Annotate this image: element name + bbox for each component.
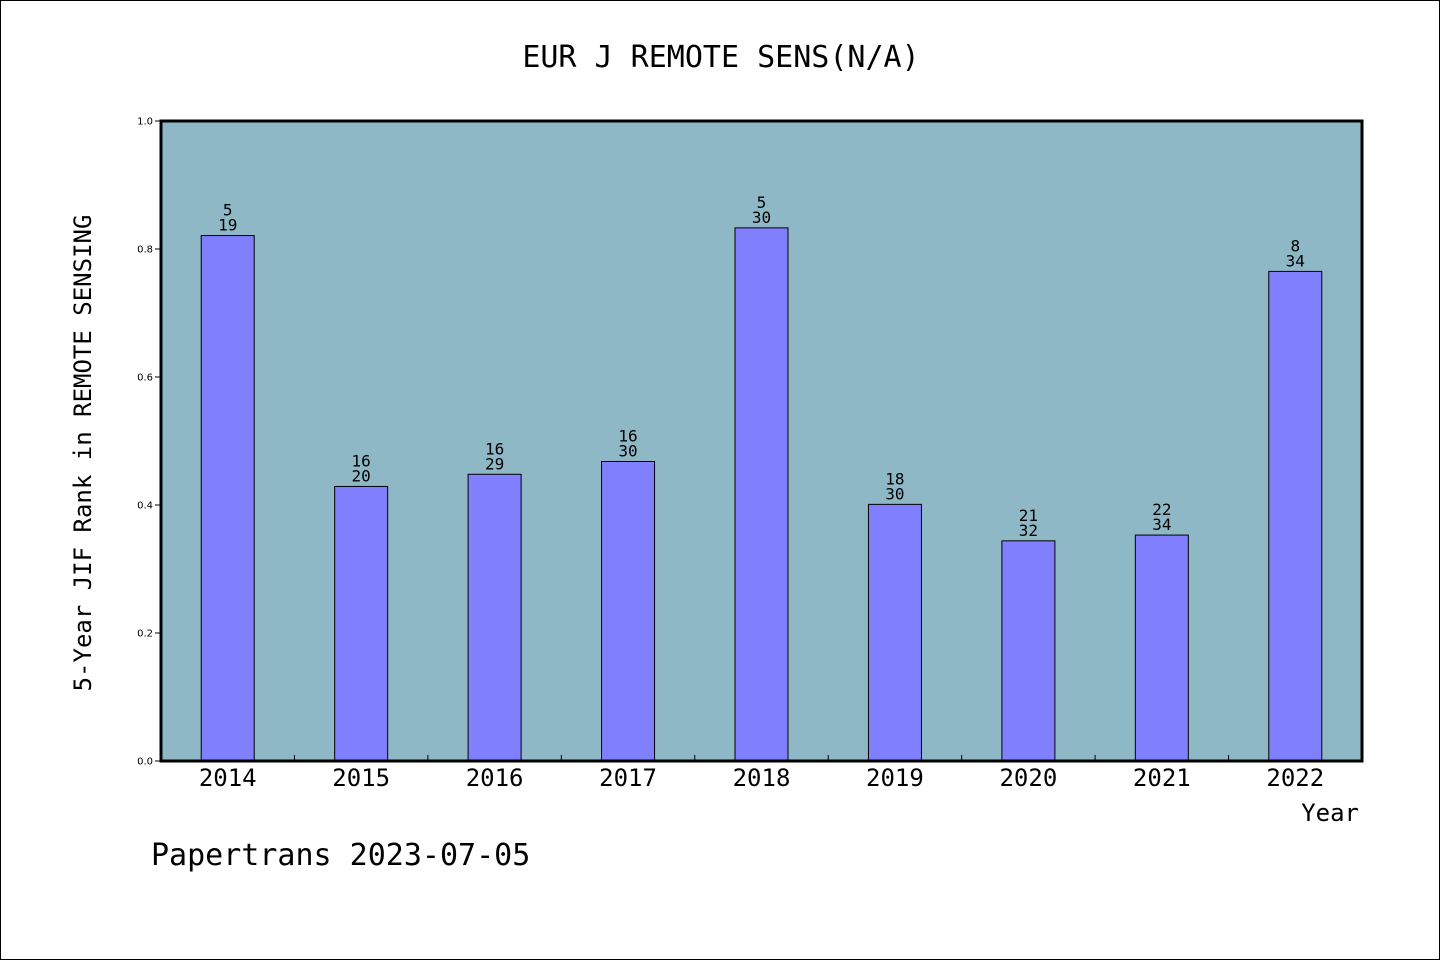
x-tick-label: 2017: [599, 764, 657, 792]
x-tick-label: 2014: [199, 764, 257, 792]
bar-rank-label: 5: [757, 193, 767, 212]
y-tick-label: 0.4: [137, 501, 153, 512]
bar-2014: [200, 235, 255, 762]
bar-2019: [867, 503, 922, 762]
y-tick-label: 0.0: [137, 757, 153, 768]
bar-2020: [1001, 540, 1056, 762]
chart-title: EUR J REMOTE SENS(N/A): [522, 40, 919, 75]
bar-total-label: 34: [1286, 251, 1305, 270]
bar-rank-label: 22: [1152, 500, 1171, 519]
bar-2017: [601, 460, 656, 762]
x-tick-label: 2021: [1133, 764, 1191, 792]
bar-2015: [334, 485, 389, 762]
x-tick-label: 2019: [866, 764, 924, 792]
x-tick-label: 2018: [733, 764, 791, 792]
bar-rank-label: 16: [352, 451, 371, 470]
plot-border: [159, 119, 1364, 763]
x-tick-label: 2020: [999, 764, 1057, 792]
y-tick-label: 1.0: [137, 117, 153, 128]
bar-2021: [1134, 534, 1189, 762]
bar-rank-label: 16: [618, 426, 637, 445]
bar-2018: [734, 227, 789, 762]
x-tick-label: 2015: [332, 764, 390, 792]
y-tick-label: 0.2: [137, 629, 153, 640]
x-axis-label: Year: [1301, 799, 1359, 827]
bar-total-label: 30: [618, 441, 637, 460]
x-tick-label: 2022: [1266, 764, 1324, 792]
x-tick-label: 2016: [466, 764, 524, 792]
y-axis: 0.0 0.2 0.4 0.6 0.8 1.0: [137, 117, 161, 768]
bar-total-label: 30: [885, 484, 904, 503]
bar-total-label: 29: [485, 454, 504, 473]
bar-rank-label: 21: [1019, 506, 1038, 525]
bar-total-label: 20: [352, 466, 371, 485]
y-tick-label: 0.8: [137, 245, 153, 256]
bar-2022: [1268, 270, 1323, 762]
bar-total-label: 19: [218, 216, 237, 235]
bar-rank-label: 8: [1290, 236, 1300, 255]
bar-total-label: 34: [1152, 515, 1171, 534]
footer-credit: Papertrans 2023-07-05: [151, 838, 530, 873]
bar-total-label: 32: [1019, 521, 1038, 540]
y-tick-label: 0.6: [137, 373, 153, 384]
bar-rank-label: 16: [485, 439, 504, 458]
y-axis-label: 5-Year JIF Rank in REMOTE SENSING: [69, 215, 97, 692]
x-axis: 2014 2015 2016 2017 2018 2019 2020 2021 2022: [199, 755, 1324, 792]
bar-rank-label: 5: [223, 201, 233, 220]
bar-rank-label: 18: [885, 469, 904, 488]
bar-2016: [467, 473, 522, 762]
bar-total-label: 30: [752, 208, 771, 227]
